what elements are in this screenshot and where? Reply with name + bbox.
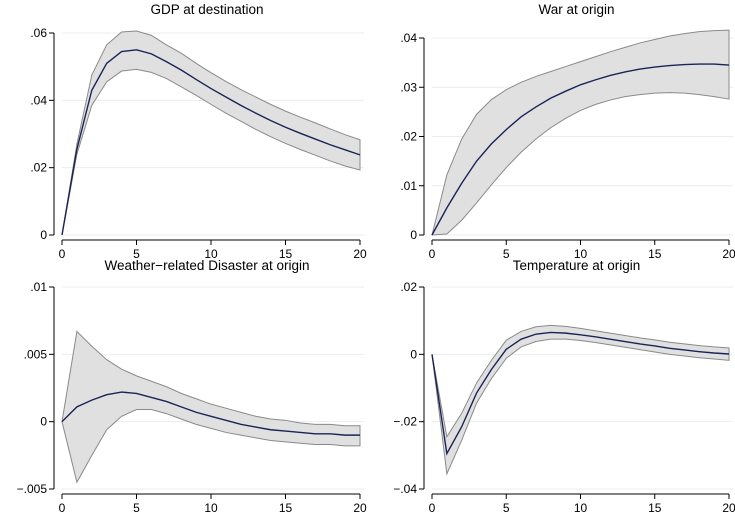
y-tick-label: .03 — [400, 80, 417, 94]
x-tick-label: 0 — [429, 501, 436, 515]
y-tick-label: .06 — [30, 26, 47, 40]
x-tick-label: 15 — [279, 247, 293, 261]
y-tick-label: .005 — [24, 347, 48, 361]
impulse-response-line — [61, 49, 361, 236]
y-tick-label: −.005 — [17, 482, 48, 496]
y-tick-label: 0 — [410, 228, 417, 242]
y-tick-label: .02 — [400, 130, 417, 144]
x-tick-label: 20 — [353, 247, 367, 261]
x-tick-label: 15 — [648, 247, 662, 261]
impulse-response-line — [61, 391, 360, 436]
y-tick-label: 0 — [410, 347, 417, 361]
chart-title: Temperature at origin — [513, 258, 641, 273]
chart-title: Weather−related Disaster at origin — [105, 258, 310, 273]
y-tick-label: .01 — [30, 280, 47, 294]
y-tick-label: −.04 — [393, 482, 417, 496]
x-tick-label: 0 — [59, 501, 66, 515]
x-tick-label: 20 — [722, 247, 735, 261]
confidence-band — [431, 324, 730, 476]
y-tick-label: 0 — [40, 228, 47, 242]
y-tick-label: .04 — [30, 93, 47, 107]
chart-title: GDP at destination — [150, 2, 263, 17]
x-tick-label: 15 — [648, 501, 662, 515]
x-tick-label: 5 — [503, 501, 510, 515]
x-tick-label: 10 — [574, 247, 588, 261]
impulse-response-line — [431, 331, 730, 456]
chart-panel-4: −.04 −.02 0 .02 0 5 10 15 20 Temperature at origi… — [393, 258, 735, 515]
x-tick-label: 10 — [204, 501, 218, 515]
y-tick-label: .02 — [400, 280, 417, 294]
impulse-response-line — [431, 63, 730, 236]
confidence-band — [431, 29, 730, 236]
y-tick-label: .02 — [30, 161, 47, 175]
y-tick-label: −.02 — [393, 415, 417, 429]
x-tick-label: 20 — [353, 501, 367, 515]
y-tick-label: 0 — [40, 415, 47, 429]
x-tick-label: 0 — [429, 247, 436, 261]
y-tick-label: .01 — [400, 179, 417, 193]
x-tick-label: 5 — [133, 247, 140, 261]
x-tick-label: 20 — [722, 501, 735, 515]
x-tick-label: 15 — [279, 501, 293, 515]
x-tick-label: 10 — [574, 501, 588, 515]
x-tick-label: 10 — [204, 247, 218, 261]
y-tick-label: .04 — [400, 31, 417, 45]
chart-panel-3: −.005 0 .005 .01 0 5 10 15 20 Weather−related Dis… — [17, 258, 367, 515]
x-tick-label: 0 — [59, 247, 66, 261]
confidence-band — [61, 30, 361, 236]
x-tick-label: 5 — [503, 247, 510, 261]
x-tick-label: 5 — [133, 501, 140, 515]
chart-panel-1: 0 .02 .04 .06 0 5 10 15 20 GDP at destination — [30, 2, 367, 261]
chart-title: War at origin — [538, 2, 614, 17]
chart-panel-2: 0 .01 .02 .03 .04 0 5 10 15 20 War at origin — [400, 2, 735, 261]
